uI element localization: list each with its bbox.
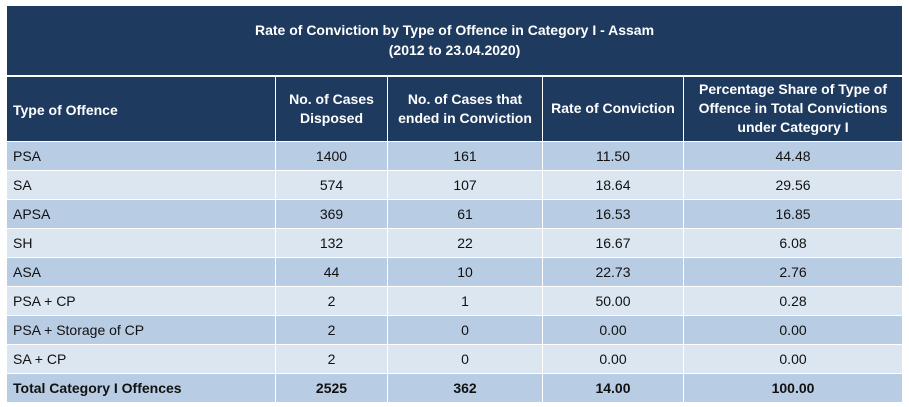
table-row: SA 574 107 18.64 29.56 bbox=[6, 170, 904, 200]
cell-rate: 16.67 bbox=[542, 228, 684, 258]
cell-offence: SH bbox=[6, 228, 276, 258]
cell-disposed: 1400 bbox=[275, 141, 388, 171]
table-row: PSA + CP 2 1 50.00 0.28 bbox=[6, 286, 904, 316]
column-header-disposed: No. of Cases Disposed bbox=[275, 75, 388, 142]
cell-disposed: 44 bbox=[275, 257, 388, 287]
cell-offence: ASA bbox=[6, 257, 276, 287]
column-header-type: Type of Offence bbox=[6, 75, 276, 142]
cell-convictions: 0 bbox=[387, 344, 543, 374]
cell-disposed: 132 bbox=[275, 228, 388, 258]
cell-rate: 0.00 bbox=[542, 344, 684, 374]
cell-offence: SA + CP bbox=[6, 344, 276, 374]
cell-rate: 50.00 bbox=[542, 286, 684, 316]
cell-rate: 18.64 bbox=[542, 170, 684, 200]
cell-convictions: 0 bbox=[387, 315, 543, 345]
table-row: SA + CP 2 0 0.00 0.00 bbox=[6, 344, 904, 374]
total-convictions: 362 bbox=[387, 373, 543, 403]
conviction-table: Rate of Conviction by Type of Offence in… bbox=[5, 5, 904, 403]
cell-rate: 11.50 bbox=[542, 141, 684, 171]
column-header-row: Type of Offence No. of Cases Disposed No… bbox=[6, 75, 904, 142]
total-share: 100.00 bbox=[682, 373, 904, 403]
total-label: Total Category I Offences bbox=[6, 373, 276, 403]
cell-disposed: 2 bbox=[275, 315, 388, 345]
table-row: PSA 1400 161 11.50 44.48 bbox=[6, 141, 904, 171]
cell-convictions: 107 bbox=[387, 170, 543, 200]
cell-offence: PSA bbox=[6, 141, 276, 171]
cell-convictions: 1 bbox=[387, 286, 543, 316]
cell-share: 16.85 bbox=[682, 199, 904, 229]
column-header-share: Percentage Share of Type of Offence in T… bbox=[682, 75, 904, 142]
cell-rate: 0.00 bbox=[542, 315, 684, 345]
table-title: Rate of Conviction by Type of Offence in… bbox=[5, 5, 904, 77]
table-row: APSA 369 61 16.53 16.85 bbox=[6, 199, 904, 229]
conviction-table-container: Rate of Conviction by Type of Offence in… bbox=[5, 5, 904, 403]
cell-disposed: 2 bbox=[275, 286, 388, 316]
table-title-period: (2012 to 23.04.2020) bbox=[388, 42, 521, 59]
cell-offence: APSA bbox=[6, 199, 276, 229]
total-row: Total Category I Offences 2525 362 14.00… bbox=[6, 373, 904, 403]
cell-disposed: 2 bbox=[275, 344, 388, 374]
cell-share: 0.00 bbox=[682, 315, 904, 345]
cell-rate: 22.73 bbox=[542, 257, 684, 287]
cell-offence: PSA + CP bbox=[6, 286, 276, 316]
cell-convictions: 10 bbox=[387, 257, 543, 287]
table-title-row: Rate of Conviction by Type of Offence in… bbox=[5, 5, 904, 77]
table-row: PSA + Storage of CP 2 0 0.00 0.00 bbox=[6, 315, 904, 345]
cell-share: 0.28 bbox=[682, 286, 904, 316]
table-title-main: Rate of Conviction by Type of Offence in… bbox=[254, 22, 655, 39]
cell-rate: 16.53 bbox=[542, 199, 684, 229]
column-header-rate: Rate of Conviction bbox=[542, 75, 684, 142]
table-row: SH 132 22 16.67 6.08 bbox=[6, 228, 904, 258]
total-rate: 14.00 bbox=[542, 373, 684, 403]
total-disposed: 2525 bbox=[275, 373, 388, 403]
cell-share: 0.00 bbox=[682, 344, 904, 374]
cell-offence: PSA + Storage of CP bbox=[6, 315, 276, 345]
cell-convictions: 161 bbox=[387, 141, 543, 171]
table-row: ASA 44 10 22.73 2.76 bbox=[6, 257, 904, 287]
cell-disposed: 574 bbox=[275, 170, 388, 200]
cell-disposed: 369 bbox=[275, 199, 388, 229]
cell-share: 2.76 bbox=[682, 257, 904, 287]
cell-convictions: 61 bbox=[387, 199, 543, 229]
cell-share: 6.08 bbox=[682, 228, 904, 258]
column-header-conviction-cases: No. of Cases that ended in Conviction bbox=[387, 75, 543, 142]
cell-share: 44.48 bbox=[682, 141, 904, 171]
cell-offence: SA bbox=[6, 170, 276, 200]
cell-share: 29.56 bbox=[682, 170, 904, 200]
cell-convictions: 22 bbox=[387, 228, 543, 258]
